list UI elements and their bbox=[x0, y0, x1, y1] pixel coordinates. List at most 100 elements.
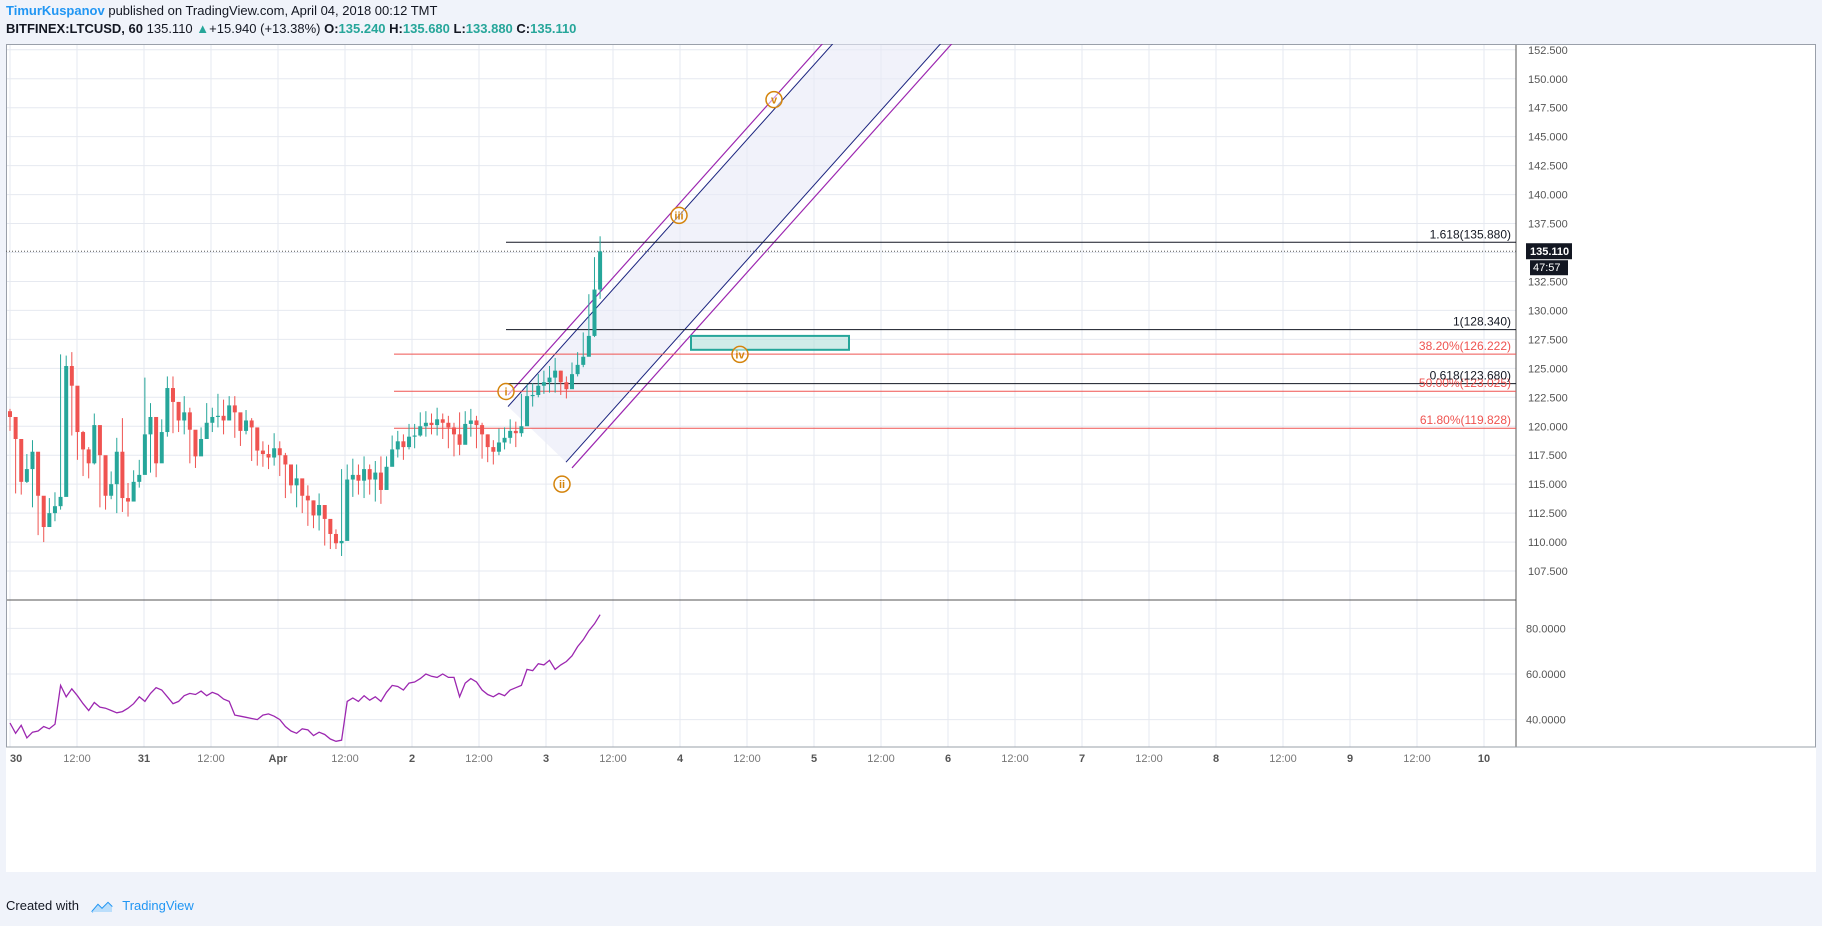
fib-retracement-label: 38.20%(126.222) bbox=[1419, 339, 1511, 353]
wave-label: iii bbox=[674, 210, 683, 222]
candle-body bbox=[350, 474, 355, 480]
candle-body bbox=[148, 416, 153, 435]
chart-canvas[interactable]: 152.500 150.000 147.500 145.000 142.500 140.0… bbox=[6, 44, 1816, 872]
candle-body bbox=[170, 388, 175, 402]
candle-body bbox=[30, 451, 35, 470]
candle-body bbox=[525, 396, 530, 427]
rsi-axis-tick: 80.0000 bbox=[1526, 623, 1566, 635]
candle-body bbox=[418, 426, 423, 436]
candle-body bbox=[114, 451, 119, 485]
candle-body bbox=[19, 438, 24, 482]
candle-body bbox=[64, 366, 69, 497]
time-axis-tick: 12:00 bbox=[1135, 753, 1163, 765]
target-zone-box bbox=[690, 334, 850, 351]
candle-body bbox=[154, 416, 159, 464]
wave-label-circle bbox=[731, 345, 749, 364]
price-axis-tick: 127.500 bbox=[1528, 334, 1568, 346]
candle-body bbox=[52, 506, 57, 514]
last-price-badge-text: 135.110 bbox=[1530, 246, 1569, 258]
fib-extension-label: 1.618(135.880) bbox=[1430, 227, 1511, 241]
wave-label: i bbox=[504, 387, 507, 399]
candle-body bbox=[260, 450, 265, 455]
candle-body bbox=[513, 430, 518, 434]
published-info: published on TradingView.com, April 04, … bbox=[108, 3, 438, 18]
ohlc-line: BITFINEX:LTCUSD, 60 135.110 ▲+15.940 (+1… bbox=[6, 21, 576, 36]
candle-body bbox=[120, 451, 125, 499]
candle-body bbox=[541, 382, 546, 386]
candle-body bbox=[362, 469, 367, 481]
candle-body bbox=[289, 464, 293, 486]
candle-body bbox=[451, 427, 456, 435]
candle-body bbox=[547, 377, 552, 383]
wave-label-circle bbox=[670, 206, 688, 225]
candle-body bbox=[485, 434, 490, 448]
price-axis-tick: 142.500 bbox=[1528, 161, 1568, 173]
time-axis-tick: 30 bbox=[10, 753, 22, 765]
time-axis-tick: 12:00 bbox=[1269, 753, 1297, 765]
candle-body bbox=[407, 436, 412, 448]
price-axis-tick: 107.500 bbox=[1528, 566, 1568, 578]
candle-body bbox=[36, 451, 41, 496]
time-axis-tick: 9 bbox=[1347, 753, 1353, 765]
wave-label-circle bbox=[765, 90, 783, 109]
candle-body bbox=[142, 434, 147, 475]
candle-body bbox=[384, 466, 389, 490]
candle-body bbox=[367, 469, 372, 480]
candle-body bbox=[581, 356, 586, 365]
candle-body bbox=[92, 425, 97, 464]
candle-body bbox=[159, 432, 164, 464]
candle-body bbox=[356, 474, 361, 481]
candle-body bbox=[345, 479, 350, 541]
chart-area[interactable]: 152.500 150.000 147.500 145.000 142.500 140.0… bbox=[6, 44, 1816, 872]
open-label: O: bbox=[324, 21, 339, 36]
time-axis-tick: 12:00 bbox=[63, 753, 91, 765]
candle-body bbox=[137, 474, 142, 482]
fib-retracement-label: 50.00%(123.025) bbox=[1419, 376, 1511, 390]
candle-body bbox=[586, 335, 591, 357]
candle-body bbox=[126, 498, 131, 502]
tradingview-link[interactable]: TradingView bbox=[122, 898, 194, 913]
price-axis-tick: 137.500 bbox=[1528, 219, 1568, 231]
candle-body bbox=[249, 420, 254, 428]
candle-body bbox=[395, 441, 400, 450]
candle-body bbox=[553, 370, 558, 378]
candle-body bbox=[165, 388, 170, 433]
price-axis-tick: 115.000 bbox=[1528, 479, 1567, 491]
price-axis-tick: 120.000 bbox=[1528, 421, 1568, 433]
price-axis-tick: 140.000 bbox=[1528, 190, 1568, 202]
candle-body bbox=[86, 449, 91, 464]
author-link[interactable]: TimurKuspanov bbox=[6, 3, 105, 18]
candle-body bbox=[457, 434, 462, 445]
channel-inner-upper-line bbox=[507, 44, 834, 407]
time-axis-tick: 12:00 bbox=[197, 753, 225, 765]
price-axis-tick: 132.500 bbox=[1528, 276, 1568, 288]
candle-body bbox=[232, 405, 237, 413]
price-axis-tick: 150.000 bbox=[1528, 74, 1568, 86]
price-axis-tick: 122.500 bbox=[1528, 392, 1568, 404]
candle-body bbox=[131, 481, 136, 502]
low-label: L: bbox=[453, 21, 466, 36]
price-change: +15.940 (+13.38%) bbox=[209, 21, 321, 36]
fib-extension-label: 0.618(123.680) bbox=[1430, 369, 1511, 383]
wave-label: v bbox=[771, 95, 778, 107]
time-axis-tick: 2 bbox=[409, 753, 415, 765]
candle-body bbox=[244, 420, 249, 431]
candle-body bbox=[24, 469, 29, 482]
candle-body bbox=[575, 364, 580, 375]
candle-body bbox=[210, 416, 215, 423]
candle-body bbox=[97, 425, 102, 456]
candle-body bbox=[221, 415, 226, 421]
price-axis-tick: 152.500 bbox=[1528, 45, 1568, 57]
close-value: 135.110 bbox=[530, 21, 577, 36]
publish-line: TimurKuspanov published on TradingView.c… bbox=[6, 3, 437, 18]
price-axis-tick: 147.500 bbox=[1528, 103, 1568, 115]
time-axis-tick: 12:00 bbox=[331, 753, 359, 765]
time-axis-tick: 12:00 bbox=[1001, 753, 1029, 765]
time-axis-tick: 6 bbox=[945, 753, 951, 765]
high-label: H: bbox=[389, 21, 403, 36]
candle-body bbox=[69, 366, 74, 386]
candle-body bbox=[440, 419, 445, 423]
candle-body bbox=[463, 423, 468, 445]
time-axis-tick: 12:00 bbox=[1403, 753, 1431, 765]
close-label: C: bbox=[516, 21, 531, 36]
